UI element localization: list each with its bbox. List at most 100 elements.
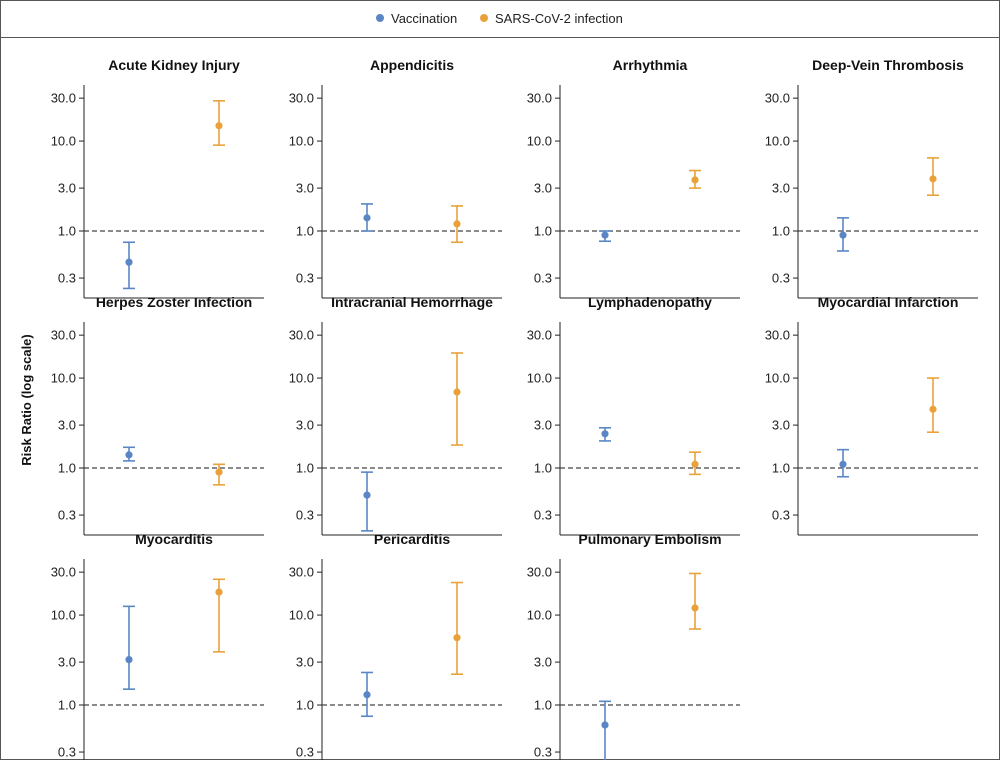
y-tick-label: 3.0 xyxy=(296,418,314,433)
y-tick-label: 3.0 xyxy=(772,181,790,196)
panel: Herpes Zoster Infection 30.0 10.0 3.0 1.0 0.3 xyxy=(51,294,264,536)
vaccination-point xyxy=(125,655,133,664)
y-tick-label: 30.0 xyxy=(527,565,552,580)
infection-point xyxy=(929,405,937,413)
y-tick-label: 30.0 xyxy=(51,328,76,343)
panel-title: Arrhythmia xyxy=(613,57,688,73)
legend-vaccination-marker xyxy=(376,14,384,22)
y-tick-label: 0.3 xyxy=(58,508,76,523)
vaccination-point xyxy=(601,721,609,729)
y-tick-label: 10.0 xyxy=(527,371,552,386)
y-tick-label: 3.0 xyxy=(58,181,76,196)
y-tick-label: 30.0 xyxy=(51,91,76,106)
vaccination-point xyxy=(839,231,847,239)
legend: Vaccination SARS-CoV-2 infection xyxy=(376,11,623,26)
panels: Acute Kidney Injury30.010.03.01.00.3Appe… xyxy=(51,57,978,765)
y-tick-label: 10.0 xyxy=(51,371,76,386)
vaccination-point xyxy=(125,451,133,459)
panel-title: Intracranial Hemorrhage xyxy=(331,294,493,310)
infection-point xyxy=(929,175,937,183)
legend-infection-label: SARS-CoV-2 infection xyxy=(495,11,623,26)
panel: Lymphadenopathy 30.0 10.0 3.0 1.0 0.3 xyxy=(527,294,740,536)
y-tick-label: 30.0 xyxy=(765,91,790,106)
y-tick-label: 10.0 xyxy=(289,371,314,386)
y-tick-label: 0.3 xyxy=(534,745,552,760)
infection-point xyxy=(691,604,699,612)
y-tick-label: 30.0 xyxy=(527,328,552,343)
y-tick-label: 0.3 xyxy=(772,508,790,523)
legend-vaccination-label: Vaccination xyxy=(391,11,457,26)
y-tick-label: 30.0 xyxy=(765,328,790,343)
y-tick-label: 1.0 xyxy=(58,461,76,476)
infection-point xyxy=(215,588,223,596)
panel: Myocarditis 30.0 10.0 3.0 1.0 0.3 xyxy=(51,531,264,765)
y-tick-label: 0.3 xyxy=(534,508,552,523)
y-tick-label: 10.0 xyxy=(765,134,790,149)
y-tick-label: 0.3 xyxy=(296,508,314,523)
vaccination-point xyxy=(601,231,609,239)
y-tick-label: 0.3 xyxy=(58,271,76,286)
vaccination-point xyxy=(601,430,609,438)
y-tick-label: 1.0 xyxy=(296,224,314,239)
panel: Arrhythmia 30.0 10.0 3.0 1.0 0.3 xyxy=(527,57,740,299)
y-tick-label: 10.0 xyxy=(527,608,552,623)
y-tick-label: 1.0 xyxy=(534,224,552,239)
panel: Acute Kidney Injury 30.0 10.0 3.0 1.0 0.3 xyxy=(51,57,264,299)
infection-point xyxy=(215,122,223,130)
panel: Pulmonary Embolism 30.0 10.0 3.0 1.0 0.3 xyxy=(527,531,740,765)
infection-point xyxy=(453,634,461,642)
vaccination-point xyxy=(839,460,847,468)
y-tick-label: 1.0 xyxy=(772,224,790,239)
legend-infection-marker xyxy=(480,14,488,22)
y-tick-label: 10.0 xyxy=(289,134,314,149)
panel: Pericarditis 30.0 10.0 3.0 1.0 0.3 xyxy=(289,531,502,765)
y-tick-label: 10.0 xyxy=(51,134,76,149)
y-tick-label: 1.0 xyxy=(296,698,314,713)
panel-title: Appendicitis xyxy=(370,57,454,73)
y-tick-label: 30.0 xyxy=(51,565,76,580)
y-tick-label: 3.0 xyxy=(58,418,76,433)
vaccination-point xyxy=(125,258,133,266)
y-tick-label: 0.3 xyxy=(534,271,552,286)
y-tick-label: 30.0 xyxy=(289,565,314,580)
vaccination-point xyxy=(363,214,371,222)
panel: Intracranial Hemorrhage 30.0 10.0 3.0 1.0 0.3 xyxy=(289,294,502,536)
y-tick-label: 3.0 xyxy=(534,655,552,670)
panel-title: Pericarditis xyxy=(374,531,450,547)
y-tick-label: 3.0 xyxy=(534,418,552,433)
y-tick-label: 0.3 xyxy=(772,271,790,286)
y-tick-label: 10.0 xyxy=(527,134,552,149)
y-tick-label: 1.0 xyxy=(58,698,76,713)
panel-title: Deep-Vein Thrombosis xyxy=(812,57,964,73)
infection-point xyxy=(453,388,461,396)
y-tick-label: 1.0 xyxy=(58,224,76,239)
y-tick-label: 3.0 xyxy=(296,655,314,670)
infection-point xyxy=(691,460,699,468)
y-tick-label: 30.0 xyxy=(527,91,552,106)
y-tick-label: 1.0 xyxy=(772,461,790,476)
y-tick-label: 10.0 xyxy=(765,371,790,386)
infection-point xyxy=(215,468,223,476)
panel: Appendicitis 30.0 10.0 3.0 1.0 0.3 xyxy=(289,57,502,299)
infection-point xyxy=(453,220,461,228)
panel-title: Lymphadenopathy xyxy=(588,294,712,310)
y-tick-label: 0.3 xyxy=(296,271,314,286)
y-tick-label: 30.0 xyxy=(289,328,314,343)
y-tick-label: 3.0 xyxy=(296,181,314,196)
y-tick-label: 3.0 xyxy=(772,418,790,433)
y-tick-label: 10.0 xyxy=(51,608,76,623)
y-tick-label: 3.0 xyxy=(534,181,552,196)
y-tick-label: 1.0 xyxy=(534,461,552,476)
y-tick-label: 0.3 xyxy=(58,745,76,760)
panel-title: Pulmonary Embolism xyxy=(578,531,721,547)
panel: Myocardial Infarction 30.0 10.0 3.0 1.0 0.3 xyxy=(765,294,978,536)
y-tick-label: 0.3 xyxy=(296,745,314,760)
panel-title: Myocarditis xyxy=(135,531,213,547)
y-tick-label: 10.0 xyxy=(289,608,314,623)
infection-point xyxy=(691,176,699,184)
vaccination-point xyxy=(363,691,371,699)
y-tick-label: 1.0 xyxy=(534,698,552,713)
